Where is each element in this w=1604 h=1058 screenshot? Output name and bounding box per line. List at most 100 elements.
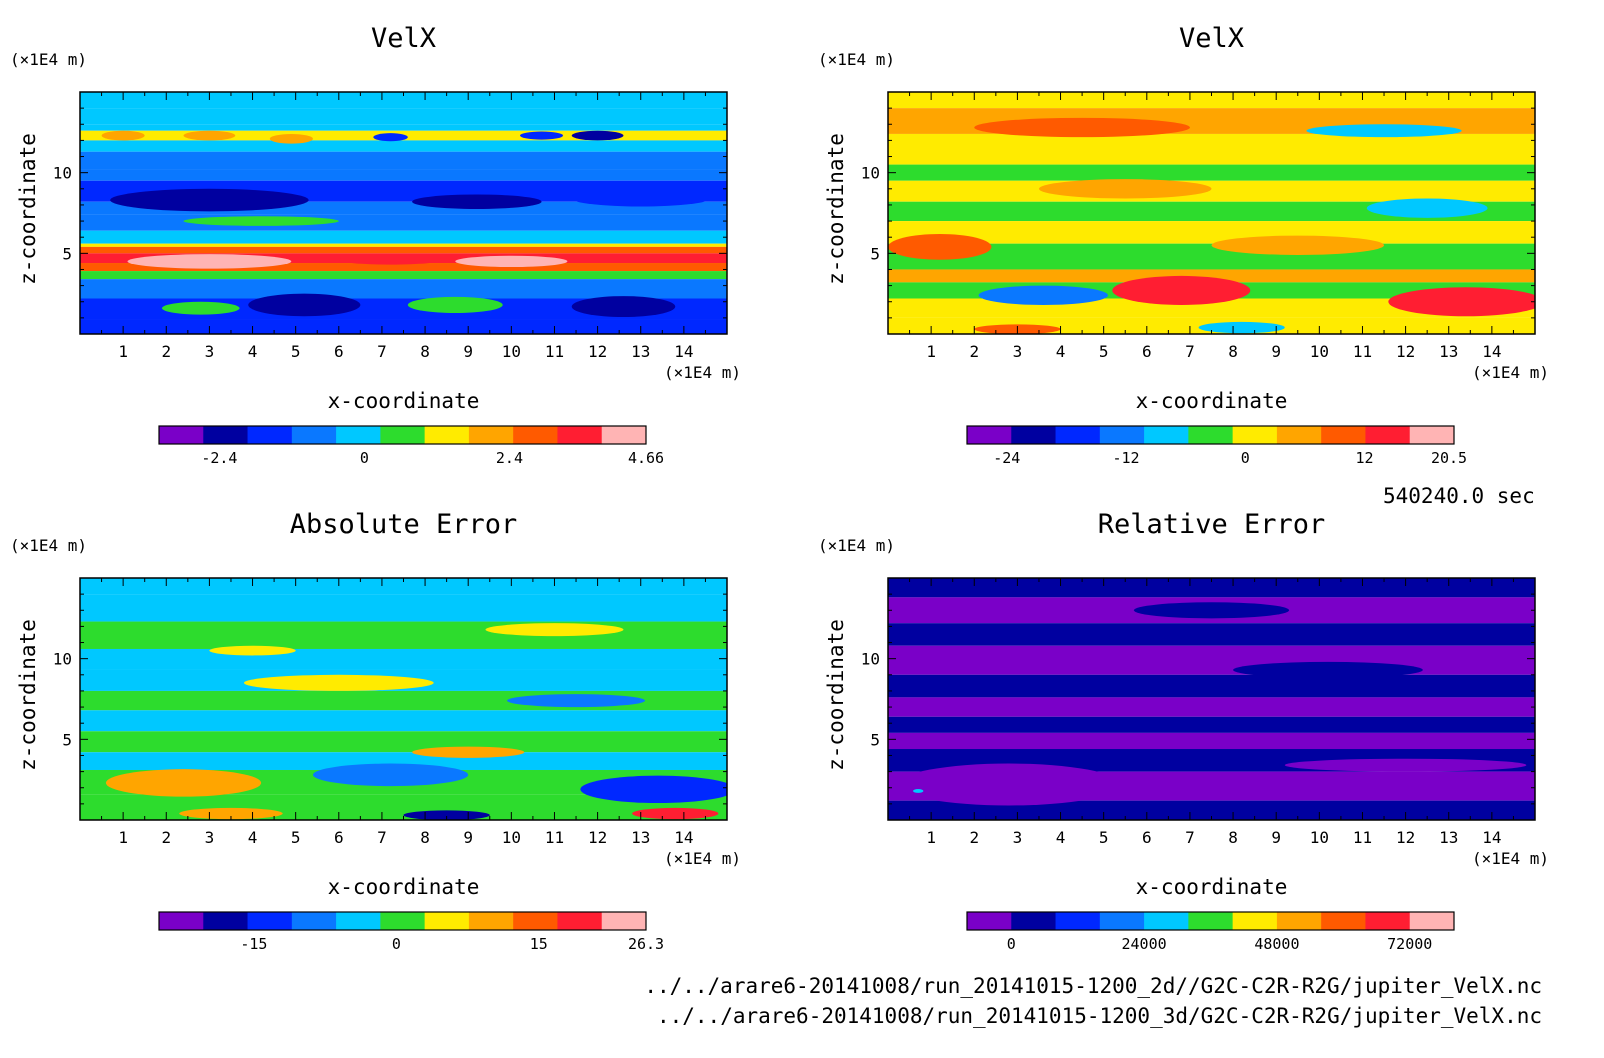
chart-title: VelX [1179, 23, 1244, 54]
x-tick-label: 2 [969, 342, 979, 361]
contour-blob [632, 807, 719, 820]
colorbar-swatch [1232, 426, 1278, 444]
colorbar-swatch [336, 426, 381, 444]
contour-band [888, 578, 1535, 598]
contour-blob [455, 255, 568, 268]
colorbar-swatch [468, 912, 514, 930]
x-tick-label: 7 [1185, 828, 1195, 847]
colorbar-swatch [1011, 426, 1057, 444]
contour-blob [1306, 124, 1462, 138]
x-tick-label: 8 [1228, 342, 1238, 361]
x-tick-label: 13 [1439, 828, 1458, 847]
chart-title: VelX [371, 23, 436, 54]
y-unit-label: (×1E4 m) [10, 536, 87, 555]
colorbar-swatch [1188, 426, 1234, 444]
chart-title: Absolute Error [290, 509, 518, 540]
colorbar-swatch [1099, 912, 1145, 930]
y-tick-label: 10 [53, 650, 72, 669]
contour-band [80, 621, 727, 649]
contour-band [80, 319, 727, 334]
colorbar-swatch [513, 426, 558, 444]
contour-blob [580, 775, 727, 804]
colorbar-swatch [601, 912, 647, 930]
contour-blob [571, 190, 710, 207]
x-unit-label: (×1E4 m) [1472, 363, 1549, 382]
contour-band [888, 269, 1535, 283]
x-tick-label: 11 [1353, 828, 1372, 847]
colorbar-swatch [1099, 426, 1145, 444]
colorbar-swatch [424, 426, 470, 444]
contour-band [888, 716, 1535, 733]
contour-blob [412, 746, 525, 758]
x-tick-label: 9 [1271, 828, 1281, 847]
contour-blob [179, 807, 283, 820]
colorbar-swatch [380, 426, 426, 444]
x-tick-label: 14 [1482, 342, 1501, 361]
contour-band [888, 180, 1535, 202]
colorbar-swatch [247, 426, 293, 444]
colorbar-swatch [1409, 912, 1455, 930]
colorbar-label: 0 [392, 935, 401, 953]
x-tick-label: 7 [1185, 342, 1195, 361]
colorbar-swatch [557, 426, 603, 444]
x-tick-label: 6 [334, 828, 344, 847]
colorbar-label: -24 [993, 449, 1020, 467]
x-axis-label: x-coordinate [328, 875, 480, 899]
colorbar-swatch [291, 912, 337, 930]
colorbar-frame [158, 425, 647, 445]
contour-blob [312, 763, 469, 787]
colorbar-swatch [557, 912, 603, 930]
x-tick-label: 5 [1099, 342, 1109, 361]
colorbar-label: 72000 [1387, 935, 1432, 953]
colorbar-swatch [159, 912, 204, 930]
contour-band [80, 108, 727, 125]
colorbar-label: 15 [530, 935, 548, 953]
contour-band [888, 243, 1535, 270]
contour-blob [974, 117, 1190, 138]
colorbar-swatch [424, 912, 470, 930]
colorbar-swatch [1055, 426, 1101, 444]
contour-band [80, 230, 727, 244]
contour-band [80, 578, 727, 595]
colorbar-swatch [513, 912, 558, 930]
colorbar-label: -15 [240, 935, 267, 953]
x-tick-label: 7 [377, 342, 387, 361]
x-tick-label: 1 [118, 342, 128, 361]
x-tick-label: 2 [161, 342, 171, 361]
colorbar-swatch [1365, 426, 1411, 444]
x-tick-label: 2 [161, 828, 171, 847]
colorbar-swatch [1011, 912, 1057, 930]
colorbar-frame [966, 911, 1455, 931]
x-tick-label: 3 [205, 828, 215, 847]
colorbar-swatch [1365, 912, 1411, 930]
x-tick-label: 4 [1056, 342, 1066, 361]
contour-blob [105, 769, 262, 797]
contour-blob [183, 216, 339, 226]
contour-field [80, 578, 727, 820]
contour-band [80, 710, 727, 732]
colorbar-label: 24000 [1122, 935, 1167, 953]
contour-blob [519, 131, 564, 140]
y-tick-label: 5 [870, 730, 880, 749]
colorbar-swatch [380, 912, 426, 930]
contour-band [80, 731, 727, 753]
x-unit-label: (×1E4 m) [1472, 849, 1549, 868]
y-tick-label: 10 [861, 650, 880, 669]
contour-band [80, 594, 727, 622]
x-tick-label: 1 [118, 828, 128, 847]
colorbar-swatch [1188, 912, 1234, 930]
x-unit-label: (×1E4 m) [664, 849, 741, 868]
contour-band [80, 298, 727, 320]
contour-blob [161, 301, 240, 315]
x-tick-label: 10 [1310, 828, 1329, 847]
x-tick-label: 3 [205, 342, 215, 361]
colorbar-swatch [1409, 426, 1455, 444]
contour-field [888, 578, 1535, 820]
x-axis-label: x-coordinate [1136, 875, 1288, 899]
contour-field [80, 92, 727, 334]
colorbar-label: 4.66 [628, 449, 664, 467]
colorbar-swatch [601, 426, 647, 444]
x-tick-label: 7 [377, 828, 387, 847]
contour-band [80, 92, 727, 109]
x-axis-label: x-coordinate [1136, 389, 1288, 413]
